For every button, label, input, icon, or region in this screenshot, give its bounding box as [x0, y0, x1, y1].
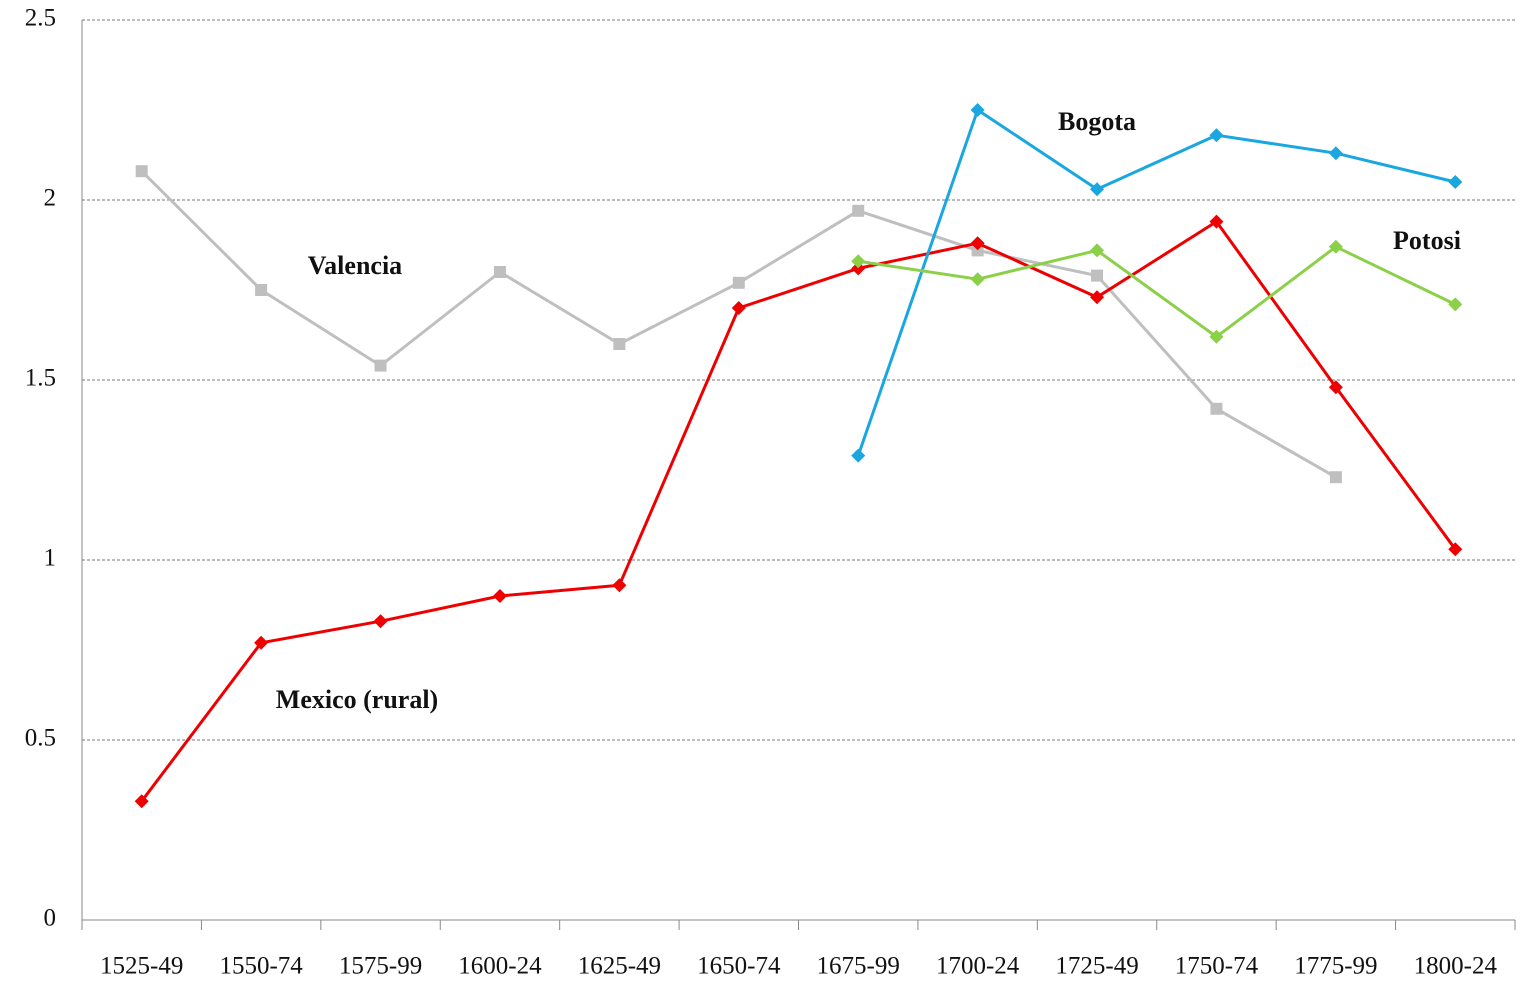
marker [1090, 182, 1105, 197]
marker [612, 578, 627, 593]
x-tick-label: 1750-74 [1175, 953, 1259, 980]
marker [732, 276, 745, 289]
x-tick-label: 1800-24 [1414, 953, 1498, 980]
marker [1209, 214, 1224, 229]
series-label: Mexico (rural) [276, 685, 438, 714]
marker [1448, 175, 1463, 189]
x-tick-label: 1600-24 [458, 953, 542, 980]
marker [1328, 380, 1343, 395]
marker [613, 338, 626, 350]
y-tick-label: 2.5 [25, 5, 56, 32]
y-tick-label: 2 [44, 185, 57, 212]
y-tick-label: 0 [44, 905, 57, 932]
marker [970, 236, 985, 251]
marker [851, 254, 866, 269]
marker [1328, 146, 1343, 161]
x-tick-label: 1525-49 [100, 953, 183, 980]
x-tick-label: 1550-74 [219, 953, 303, 980]
marker [970, 272, 985, 287]
marker [1210, 402, 1223, 415]
y-tick-label: 0.5 [25, 725, 56, 752]
marker [255, 284, 268, 296]
x-tick-label: 1775-99 [1294, 953, 1377, 980]
marker [134, 794, 149, 809]
series-label: Bogota [1058, 107, 1136, 136]
x-tick-label: 1625-49 [578, 953, 661, 980]
marker [1091, 269, 1104, 282]
marker [1209, 329, 1224, 344]
marker [851, 261, 866, 276]
series-label: Valencia [308, 251, 402, 280]
x-tick-label: 1700-24 [936, 953, 1020, 980]
marker [373, 614, 388, 629]
x-tick-label: 1725-49 [1055, 953, 1138, 980]
y-tick-label: 1 [44, 545, 57, 572]
marker [374, 359, 387, 372]
marker [852, 204, 865, 217]
marker [1209, 128, 1224, 143]
marker [1448, 297, 1463, 312]
marker [970, 103, 985, 117]
x-tick-label: 1575-99 [339, 953, 422, 980]
marker [1090, 243, 1105, 258]
x-tick-label: 1675-99 [817, 953, 900, 980]
series-line [140, 220, 1457, 803]
marker [971, 244, 984, 257]
marker [254, 635, 269, 650]
marker [493, 266, 506, 278]
marker [1329, 471, 1342, 484]
y-tick-label: 1.5 [25, 365, 56, 392]
marker [1448, 542, 1463, 557]
series-line [857, 245, 1456, 339]
series-label: Potosi [1393, 226, 1461, 255]
marker [1328, 239, 1343, 254]
marker [135, 165, 148, 178]
x-tick-label: 1650-74 [697, 953, 781, 980]
marker [492, 589, 507, 603]
marker [1090, 290, 1105, 305]
marker [851, 448, 866, 463]
marker [731, 301, 746, 315]
series-line [856, 108, 1456, 457]
